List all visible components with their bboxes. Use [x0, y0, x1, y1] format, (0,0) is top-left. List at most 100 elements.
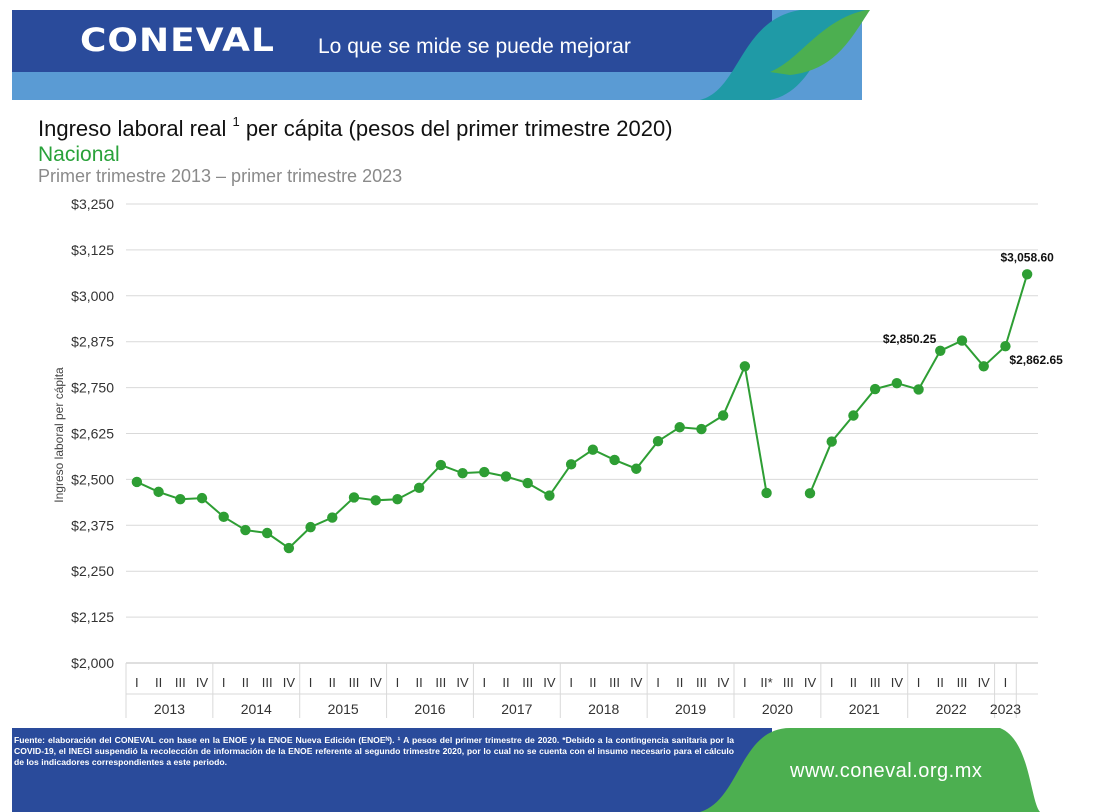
data-point [522, 477, 533, 489]
data-point [587, 444, 599, 455]
data-point [739, 361, 751, 372]
y-tick-label: $2,250 [71, 563, 114, 579]
x-quarter-label: IV [978, 675, 991, 690]
x-quarter-label: IV [804, 675, 817, 690]
header-banner [12, 10, 870, 100]
data-point [978, 361, 989, 372]
y-tick-label: $2,375 [71, 517, 114, 533]
x-quarter-label: IV [630, 675, 643, 690]
chart-title: Ingreso laboral real 1 per cápita (pesos… [38, 114, 673, 142]
data-point [261, 527, 273, 539]
data-point [652, 436, 664, 447]
data-label: $3,058.60 [1000, 250, 1054, 264]
x-quarter-label: II* [760, 675, 772, 690]
series-line [809, 273, 1029, 494]
data-point [500, 471, 512, 482]
footer-banner [12, 728, 1040, 812]
x-quarter-label: II [850, 675, 857, 690]
x-quarter-label: IV [370, 675, 383, 690]
data-point [609, 454, 620, 466]
x-quarter-label: III [609, 675, 620, 690]
data-point [717, 410, 729, 421]
x-quarter-label: III [783, 675, 794, 690]
x-year-label: 2014 [241, 701, 272, 717]
chart-period: Primer trimestre 2013 – primer trimestre… [38, 166, 403, 186]
x-quarter-label: II [502, 675, 509, 690]
title-rest: per cápita (pesos del primer trimestre 2… [239, 116, 673, 141]
chart-subtitle: Nacional [38, 143, 120, 166]
x-quarter-label: II [329, 675, 336, 690]
x-quarter-label: II [676, 675, 683, 690]
data-point [131, 476, 143, 488]
data-point [935, 345, 946, 356]
data-point [1021, 269, 1033, 280]
series-line [136, 362, 768, 550]
x-year-label: 2019 [675, 701, 706, 717]
x-year-label: 2017 [501, 701, 532, 717]
data-point [240, 524, 251, 536]
data-point [826, 436, 837, 447]
x-quarter-label: II [937, 675, 944, 690]
title-footnote-mark: 1 [232, 114, 240, 129]
data-point [283, 542, 295, 554]
data-label: $2,850.25 [883, 332, 937, 346]
data-point [175, 494, 186, 505]
y-tick-label: $2,125 [71, 609, 114, 625]
data-label: $2,862.65 [1009, 353, 1063, 367]
data-point [479, 466, 490, 478]
x-quarter-label: I [309, 675, 313, 690]
y-tick-label: $2,625 [71, 426, 114, 442]
x-quarter-label: III [349, 675, 360, 690]
data-point [348, 492, 360, 503]
x-quarter-label: II [155, 675, 162, 690]
x-quarter-label: IV [891, 675, 904, 690]
x-quarter-label: III [522, 675, 533, 690]
x-quarter-label: II [242, 675, 249, 690]
y-tick-label: $3,125 [71, 242, 114, 258]
data-point [696, 423, 707, 435]
x-quarter-label: I [222, 675, 226, 690]
data-point [848, 410, 859, 421]
y-tick-label: $2,750 [71, 380, 114, 396]
data-point [435, 459, 447, 471]
data-point [891, 377, 903, 389]
slogan: Lo que se mide se puede mejorar [318, 35, 631, 58]
x-quarter-label: III [435, 675, 446, 690]
x-year-label: 2023 [990, 701, 1021, 717]
x-quarter-label: IV [543, 675, 556, 690]
y-tick-label: $2,875 [71, 334, 114, 350]
x-quarter-label: III [870, 675, 881, 690]
x-year-label: 2020 [762, 701, 793, 717]
data-point [153, 486, 164, 498]
data-point [761, 487, 772, 499]
x-quarter-label: I [830, 675, 834, 690]
x-quarter-label: IV [456, 675, 469, 690]
data-point [370, 495, 381, 506]
line-chart: $2,000 $2,125 $2,250 $2,375 $2,500 $2,625 $2,7… [52, 196, 1063, 718]
y-tick-label: $3,000 [71, 288, 114, 304]
x-quarter-label: II [416, 675, 423, 690]
data-point [392, 494, 403, 505]
coneval-logo: CONEVAL [80, 22, 275, 59]
data-point [674, 422, 685, 433]
data-point [413, 482, 425, 494]
x-year-label: 2013 [154, 701, 185, 717]
x-quarter-label: III [696, 675, 707, 690]
data-point [305, 521, 316, 533]
y-tick-label: $3,250 [71, 196, 114, 212]
data-point [457, 467, 468, 479]
website-link[interactable]: www.coneval.org.mx [790, 760, 983, 782]
x-year-label: 2018 [588, 701, 619, 717]
x-year-label: 2022 [936, 701, 967, 717]
x-quarter-label: II [589, 675, 596, 690]
data-point [1000, 341, 1011, 352]
data-point [804, 488, 816, 499]
data-point [218, 511, 229, 523]
data-point [327, 512, 338, 523]
data-point [565, 459, 577, 470]
data-point [196, 492, 208, 504]
title-main: Ingreso laboral real [38, 116, 227, 141]
data-point [913, 384, 924, 395]
x-quarter-label: I [917, 675, 921, 690]
data-point [869, 383, 881, 395]
